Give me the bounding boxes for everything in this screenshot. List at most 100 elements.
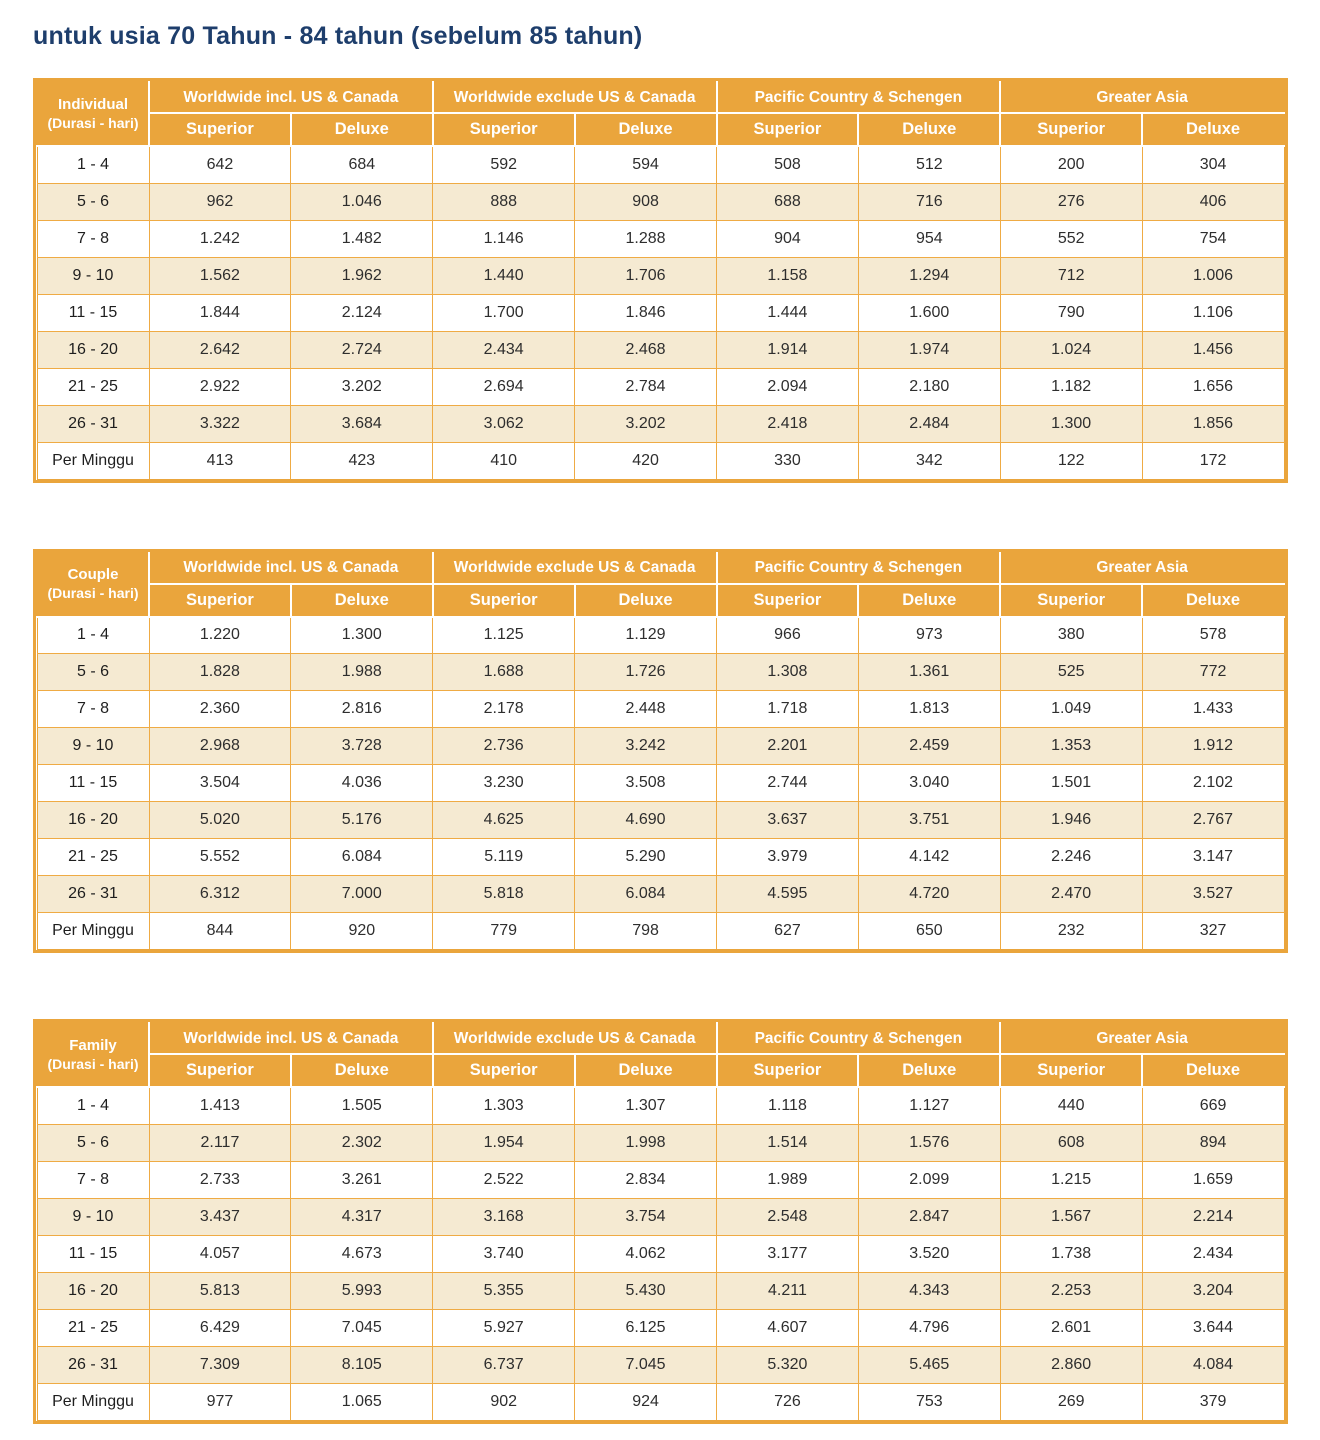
price-cell: 3.504 <box>148 764 292 802</box>
price-cell: 4.057 <box>148 1234 292 1273</box>
price-cell: 904 <box>716 219 859 258</box>
price-cell: 2.784 <box>574 367 717 406</box>
price-cell: 1.562 <box>148 256 292 295</box>
group-label: Individual <box>57 95 128 113</box>
price-cell: 920 <box>290 912 434 950</box>
duration-label: 1 - 4 <box>36 145 150 184</box>
price-cell: 6.429 <box>148 1308 292 1347</box>
price-cell: 3.644 <box>1141 1308 1285 1347</box>
price-cell: 5.119 <box>432 838 576 876</box>
price-cell: 2.246 <box>999 838 1143 876</box>
price-cell: 902 <box>432 1382 576 1421</box>
price-cell: 977 <box>148 1382 292 1421</box>
duration-label: 1 - 4 <box>36 616 150 654</box>
region-header: Worldwide incl. US & Canada <box>148 551 434 585</box>
price-cell: 3.322 <box>148 404 292 443</box>
price-cell: 798 <box>574 912 717 950</box>
price-cell: 1.303 <box>432 1086 576 1125</box>
price-cell: 2.847 <box>857 1197 1001 1236</box>
price-cell: 2.099 <box>857 1160 1001 1199</box>
price-cell: 5.552 <box>148 838 292 876</box>
price-cell: 1.106 <box>1141 293 1285 332</box>
price-cell: 2.724 <box>290 330 434 369</box>
duration-label: 11 - 15 <box>36 293 150 332</box>
price-cell: 1.505 <box>290 1086 434 1125</box>
price-cell: 594 <box>574 145 717 184</box>
price-cell: 2.201 <box>716 727 859 765</box>
region-header: Worldwide exclude US & Canada <box>431 81 718 114</box>
tier-header: Superior <box>148 1053 292 1088</box>
price-cell: 1.706 <box>574 256 717 295</box>
price-cell: 4.625 <box>432 801 576 839</box>
tier-header: Deluxe <box>573 1053 718 1088</box>
price-cell: 1.444 <box>716 293 859 332</box>
price-cell: 3.740 <box>432 1234 576 1273</box>
tier-header: Deluxe <box>857 1053 1002 1088</box>
price-cell: 2.459 <box>857 727 1001 765</box>
price-cell: 4.142 <box>857 838 1001 876</box>
price-cell: 552 <box>999 219 1143 258</box>
individual-table-frame: Individual (Durasi - hari) Worldwide incl.… <box>33 78 1288 483</box>
price-cell: 3.177 <box>716 1234 859 1273</box>
price-cell: 2.694 <box>432 367 576 406</box>
price-cell: 4.343 <box>857 1271 1001 1310</box>
price-cell: 327 <box>1141 912 1285 950</box>
price-cell: 5.290 <box>574 838 717 876</box>
price-cell: 1.127 <box>857 1086 1001 1125</box>
price-cell: 2.968 <box>148 727 292 765</box>
price-cell: 684 <box>290 145 434 184</box>
price-cell: 2.744 <box>716 764 859 802</box>
price-cell: 122 <box>999 441 1143 480</box>
duration-label: 26 - 31 <box>36 1345 150 1384</box>
price-cell: 1.065 <box>290 1382 434 1421</box>
price-cell: 3.637 <box>716 801 859 839</box>
tier-header: Superior <box>715 112 860 147</box>
price-cell: 1.954 <box>432 1123 576 1162</box>
price-cell: 1.300 <box>999 404 1143 443</box>
group-label: Family <box>69 1036 117 1054</box>
price-cell: 4.796 <box>857 1308 1001 1347</box>
duration-label: 16 - 20 <box>36 1271 150 1310</box>
price-cell: 1.656 <box>1141 367 1285 406</box>
price-cell: 1.514 <box>716 1123 859 1162</box>
tier-header: Superior <box>431 582 576 618</box>
region-header: Greater Asia <box>999 81 1285 114</box>
price-cell: 423 <box>290 441 434 480</box>
price-cell: 1.413 <box>148 1086 292 1125</box>
price-cell: 1.288 <box>574 219 717 258</box>
price-cell: 578 <box>1141 616 1285 654</box>
price-cell: 1.726 <box>574 653 717 691</box>
price-cell: 1.146 <box>432 219 576 258</box>
price-cell: 3.147 <box>1141 838 1285 876</box>
price-cell: 5.320 <box>716 1345 859 1384</box>
price-cell: 420 <box>574 441 717 480</box>
price-cell: 712 <box>999 256 1143 295</box>
price-cell: 1.300 <box>290 616 434 654</box>
price-cell: 1.158 <box>716 256 859 295</box>
tier-header: Deluxe <box>1141 112 1285 147</box>
tier-header: Superior <box>148 582 292 618</box>
price-cell: 1.962 <box>290 256 434 295</box>
price-cell: 973 <box>857 616 1001 654</box>
price-cell: 6.125 <box>574 1308 717 1347</box>
table-row: 1 - 4 1.220 1.300 1.125 1.129 966 973 380 578 <box>36 616 1285 654</box>
price-cell: 4.720 <box>857 875 1001 913</box>
tier-header: Superior <box>715 1053 860 1088</box>
price-cell: 1.501 <box>999 764 1143 802</box>
family-table-frame: Family (Durasi - hari) Worldwide incl. US … <box>33 1019 1288 1424</box>
price-cell: 1.912 <box>1141 727 1285 765</box>
price-cell: 1.361 <box>857 653 1001 691</box>
couple-table-frame: Couple (Durasi - hari) Worldwide incl. US … <box>33 548 1288 953</box>
price-cell: 3.684 <box>290 404 434 443</box>
price-cell: 1.182 <box>999 367 1143 406</box>
table-row: 21 - 25 2.922 3.202 2.694 2.784 2.094 2.180 1.1… <box>36 367 1285 406</box>
family-table-section: Family (Durasi - hari) Worldwide incl. US … <box>33 1019 1288 1424</box>
price-cell: 908 <box>574 182 717 221</box>
price-cell: 6.737 <box>432 1345 576 1384</box>
price-cell: 2.124 <box>290 293 434 332</box>
table-row: 5 - 6 2.117 2.302 1.954 1.998 1.514 1.576 608 89… <box>36 1123 1285 1162</box>
price-cell: 1.988 <box>290 653 434 691</box>
tier-header: Superior <box>999 1053 1144 1088</box>
price-cell: 1.456 <box>1141 330 1285 369</box>
price-cell: 7.045 <box>290 1308 434 1347</box>
